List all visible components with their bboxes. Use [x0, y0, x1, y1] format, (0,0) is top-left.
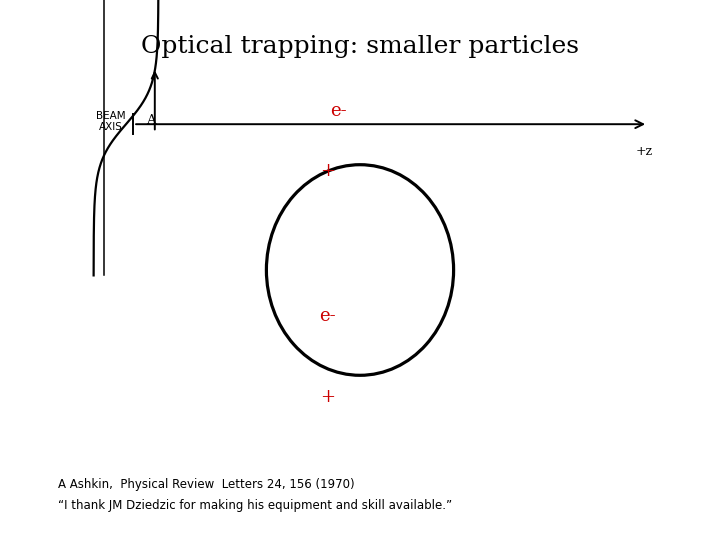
- Text: “I thank JM Dziedzic for making his equipment and skill available.”: “I thank JM Dziedzic for making his equi…: [58, 500, 451, 512]
- Text: A Ashkin,  Physical Review  Letters 24, 156 (1970): A Ashkin, Physical Review Letters 24, 15…: [58, 478, 354, 491]
- Text: +: +: [320, 388, 335, 406]
- Text: +z: +z: [636, 145, 653, 158]
- Text: BEAM
AXIS: BEAM AXIS: [96, 111, 126, 132]
- Text: e-: e-: [330, 102, 347, 120]
- Text: e-: e-: [319, 307, 336, 325]
- Text: Optical trapping: smaller particles: Optical trapping: smaller particles: [141, 35, 579, 58]
- Text: +: +: [320, 162, 335, 180]
- Text: A: A: [146, 114, 156, 127]
